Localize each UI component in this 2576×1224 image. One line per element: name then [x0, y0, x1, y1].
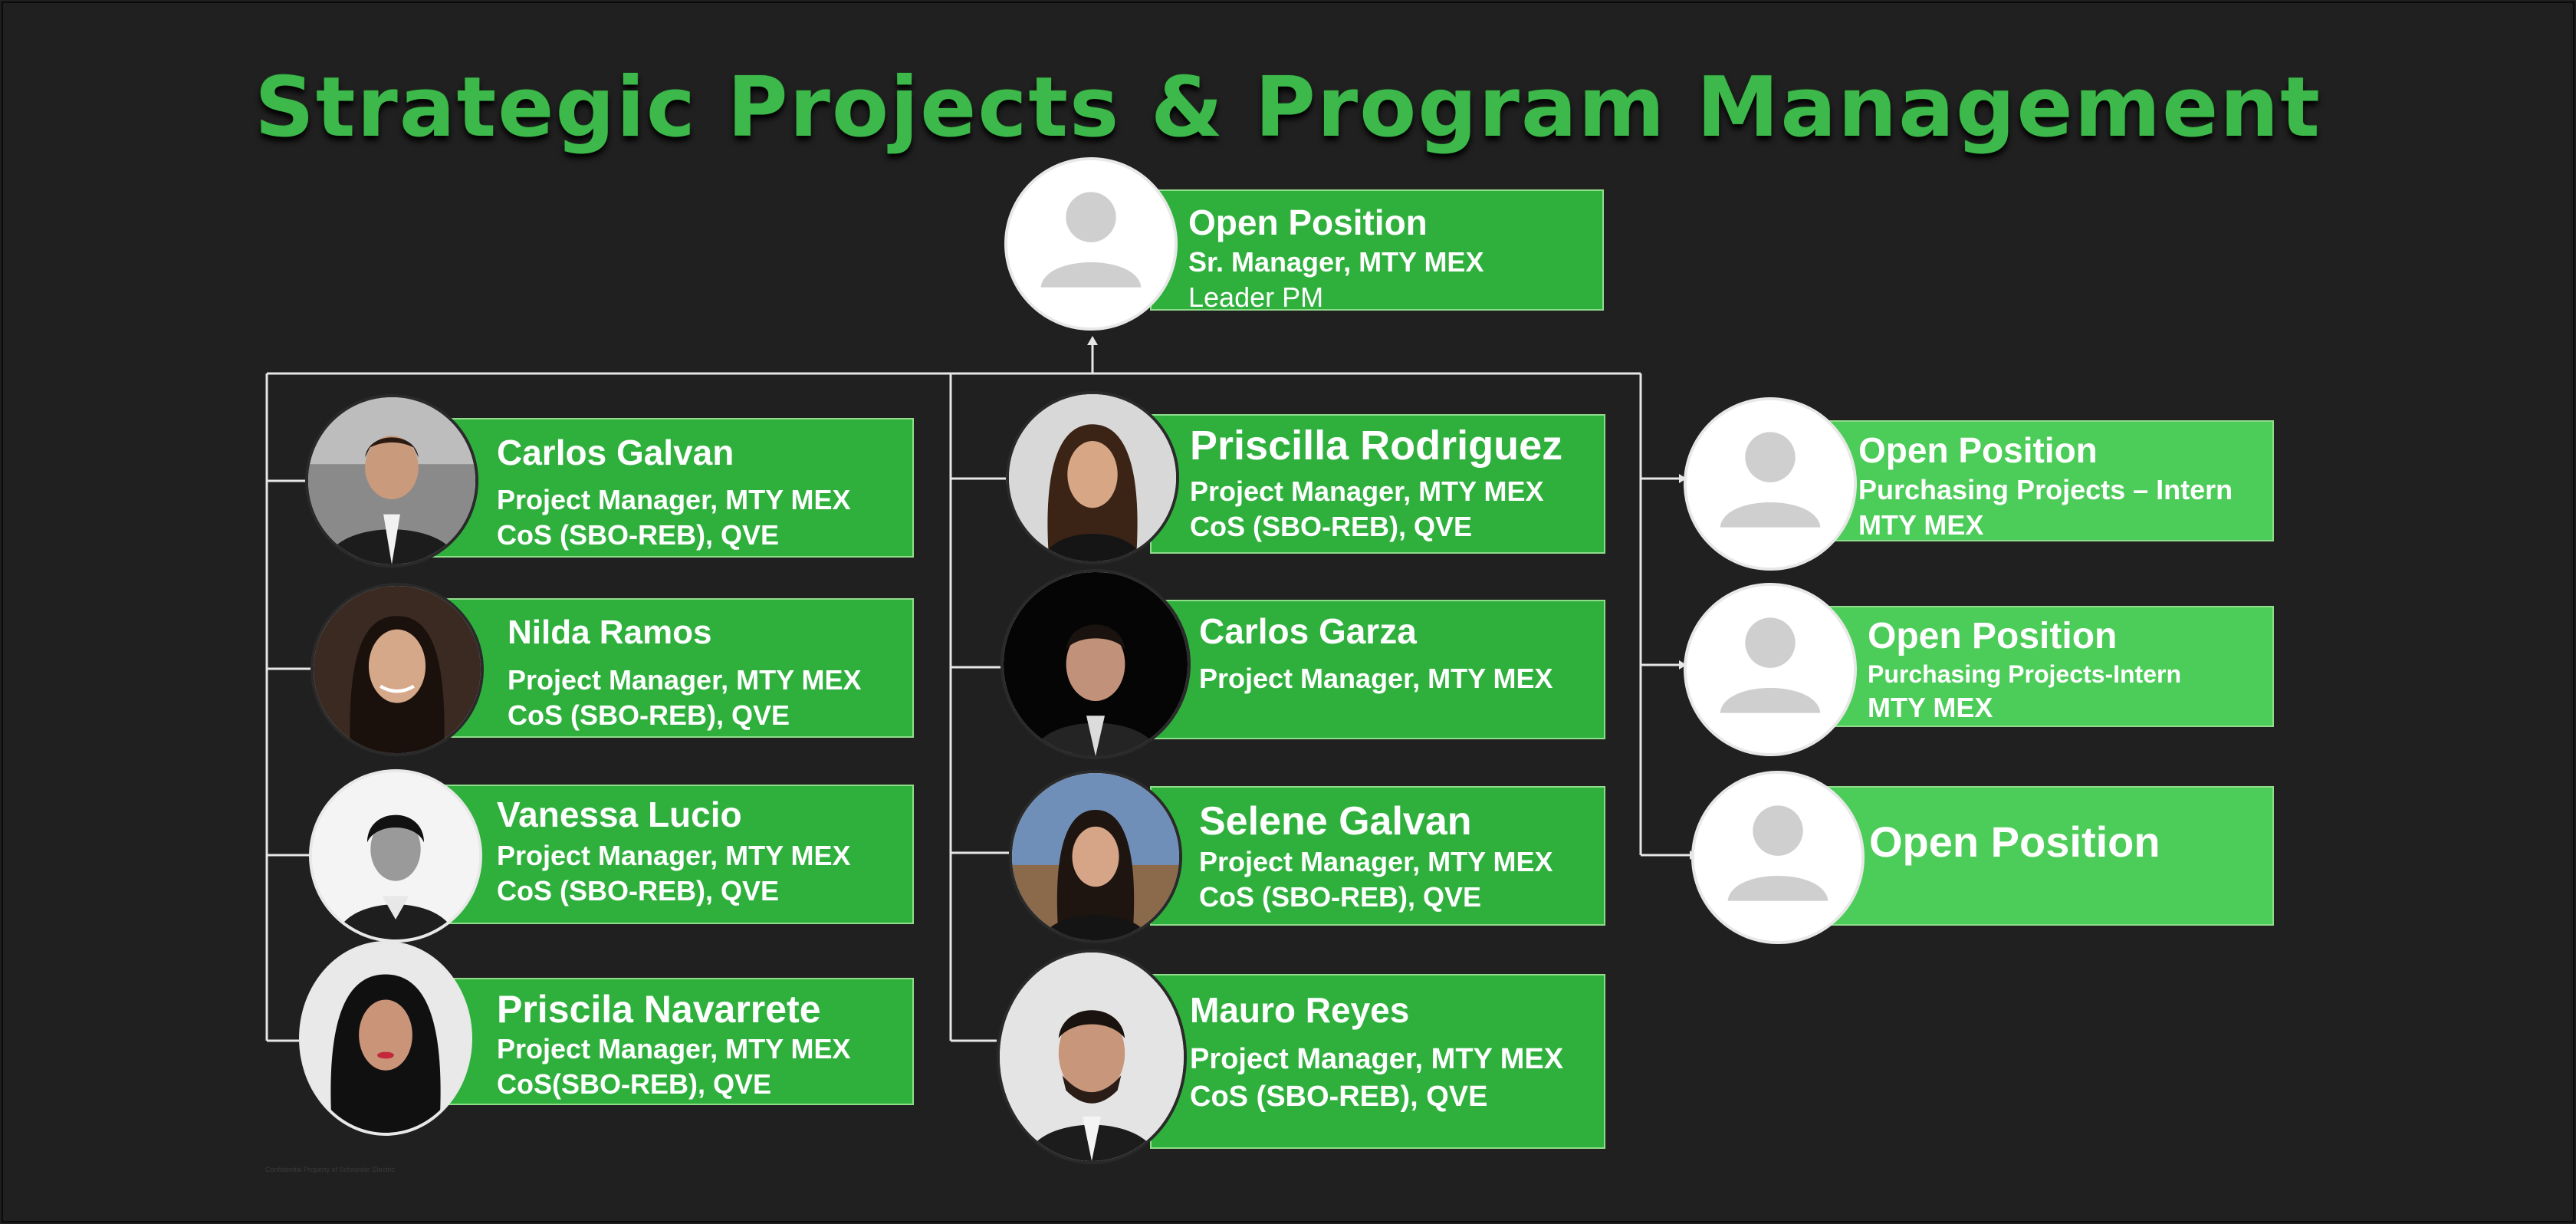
avatar-photo: [1009, 770, 1182, 943]
card-title: Project Manager, MTY MEX: [1190, 475, 1544, 507]
card-role: MTY MEX: [1858, 509, 1984, 541]
org-card-middle-1: Priscilla Rodriguez Project Manager, MTY…: [1150, 414, 1605, 554]
card-role: CoS (SBO-REB), QVE: [1190, 511, 1473, 542]
card-name: Open Position: [1869, 818, 2160, 866]
card-role: CoS (SBO-REB), QVE: [508, 699, 790, 731]
org-card-middle-4: Mauro Reyes Project Manager, MTY MEX CoS…: [1150, 974, 1605, 1149]
card-title: Purchasing Projects-Intern: [1868, 660, 2181, 688]
org-card-middle-3: Selene Galvan Project Manager, MTY MEX C…: [1150, 786, 1605, 926]
card-role: CoS (SBO-REB), QVE: [497, 875, 780, 906]
org-card-middle-2: Carlos Garza Project Manager, MTY MEX: [1150, 600, 1605, 739]
avatar-photo: [997, 949, 1187, 1164]
card-role: Leader PM: [1188, 281, 1324, 313]
card-role: CoS (SBO-REB), QVE: [1199, 881, 1482, 913]
card-name: Open Position: [1858, 430, 2098, 470]
card-title: Project Manager, MTY MEX: [497, 1033, 851, 1064]
avatar-photo: [305, 394, 478, 568]
avatar-photo: [1001, 569, 1191, 759]
org-card-right-1: Open Position Purchasing Projects – Inte…: [1809, 420, 2274, 541]
card-name: Mauro Reyes: [1190, 990, 1410, 1030]
card-title: Project Manager, MTY MEX: [1199, 663, 1553, 694]
card-name: Selene Galvan: [1199, 799, 1472, 844]
avatar-photo: [310, 583, 484, 756]
card-name: Open Position: [1868, 616, 2118, 656]
person-photo-icon: [1000, 953, 1184, 1161]
org-card-right-3: Open Position: [1809, 786, 2274, 926]
top-avatar-placeholder: [1004, 157, 1178, 331]
person-photo-icon: [1009, 394, 1176, 561]
card-name: Carlos Galvan: [497, 433, 734, 472]
avatar-photo: [309, 769, 482, 943]
person-photo-icon: [1012, 773, 1179, 940]
org-card-left-2: Nilda Ramos Project Manager, MTY MEX CoS…: [437, 598, 914, 738]
org-card-right-2: Open Position Purchasing Projects-Intern…: [1809, 606, 2274, 727]
card-name: Priscila Navarrete: [497, 988, 821, 1031]
card-name: Carlos Garza: [1199, 611, 1417, 651]
card-name: Priscilla Rodriguez: [1190, 423, 1563, 469]
card-role: MTY MEX: [1868, 692, 1993, 723]
card-role: CoS (SBO-REB), QVE: [497, 519, 780, 551]
person-photo-icon: [314, 586, 481, 753]
card-title: Sr. Manager, MTY MEX: [1188, 246, 1484, 278]
footnote: Confidential Property of Schneider Elect…: [265, 1166, 396, 1173]
avatar-placeholder: [1684, 397, 1857, 571]
card-title: Project Manager, MTY MEX: [497, 840, 851, 871]
card-name: Vanessa Lucio: [497, 795, 742, 834]
card-title: Project Manager, MTY MEX: [508, 664, 862, 696]
card-title: Purchasing Projects – Intern: [1858, 474, 2233, 505]
org-card-left-3: Vanessa Lucio Project Manager, MTY MEX C…: [429, 785, 914, 924]
person-photo-icon: [302, 944, 469, 1133]
card-title: Project Manager, MTY MEX: [1190, 1043, 1564, 1075]
card-title: Project Manager, MTY MEX: [1199, 846, 1553, 877]
avatar-placeholder: [1684, 583, 1857, 756]
avatar-photo: [299, 941, 472, 1136]
card-name: Nilda Ramos: [508, 614, 712, 651]
card-role: CoS(SBO-REB), QVE: [497, 1068, 772, 1100]
card-name: Open Position: [1188, 202, 1428, 242]
org-card-left-4: Priscila Navarrete Project Manager, MTY …: [437, 978, 914, 1105]
person-placeholder-icon: [1694, 774, 1861, 941]
person-photo-icon: [1004, 572, 1188, 756]
avatar-placeholder: [1691, 771, 1865, 944]
person-photo-icon: [312, 772, 479, 939]
card-role: CoS (SBO-REB), QVE: [1190, 1081, 1488, 1113]
person-photo-icon: [308, 397, 475, 564]
org-card-top-open-position: Open Position Sr. Manager, MTY MEX Leade…: [1150, 189, 1604, 313]
page-title: Strategic Projects & Program Management: [255, 60, 2321, 156]
avatar-photo: [1006, 391, 1179, 564]
person-placeholder-icon: [1687, 400, 1854, 568]
person-placeholder-icon: [1687, 586, 1854, 753]
org-card-left-1: Carlos Galvan Project Manager, MTY MEX C…: [422, 418, 914, 558]
person-placeholder-icon: [1007, 160, 1175, 327]
card-title: Project Manager, MTY MEX: [497, 484, 851, 515]
